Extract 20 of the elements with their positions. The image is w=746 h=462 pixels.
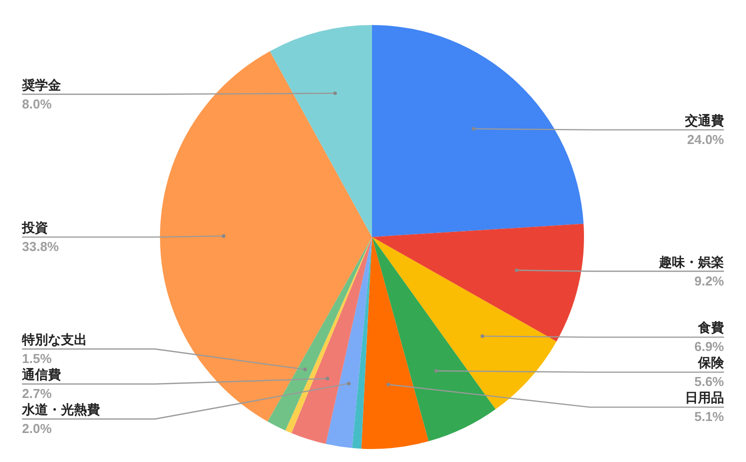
slice-label: 日用品 [685, 391, 724, 406]
slice-label: 趣味・娯楽 [658, 255, 724, 270]
data-label: 5.1% [694, 409, 724, 424]
slice-label: 投資 [21, 221, 48, 236]
slice-label: 保険 [697, 356, 725, 372]
slice-label: 交通費 [684, 112, 724, 129]
data-label: 1.5% [22, 351, 52, 366]
slice-label: 食費 [697, 321, 724, 336]
data-label: 9.2% [694, 273, 724, 288]
slice-label: 通信費 [21, 367, 61, 383]
data-label: 5.6% [694, 374, 724, 390]
data-label: 2.7% [22, 386, 52, 401]
slice-label: 奨学金 [21, 77, 62, 94]
data-label: 6.9% [694, 339, 724, 354]
slice-label: 水道・光熱費 [21, 402, 100, 418]
slice-label: 特別な支出 [21, 333, 87, 348]
data-label: 2.0% [22, 421, 52, 436]
data-label: 24.0% [687, 132, 724, 147]
data-label: 33.8% [22, 239, 60, 254]
data-label: 8.0% [22, 96, 52, 112]
